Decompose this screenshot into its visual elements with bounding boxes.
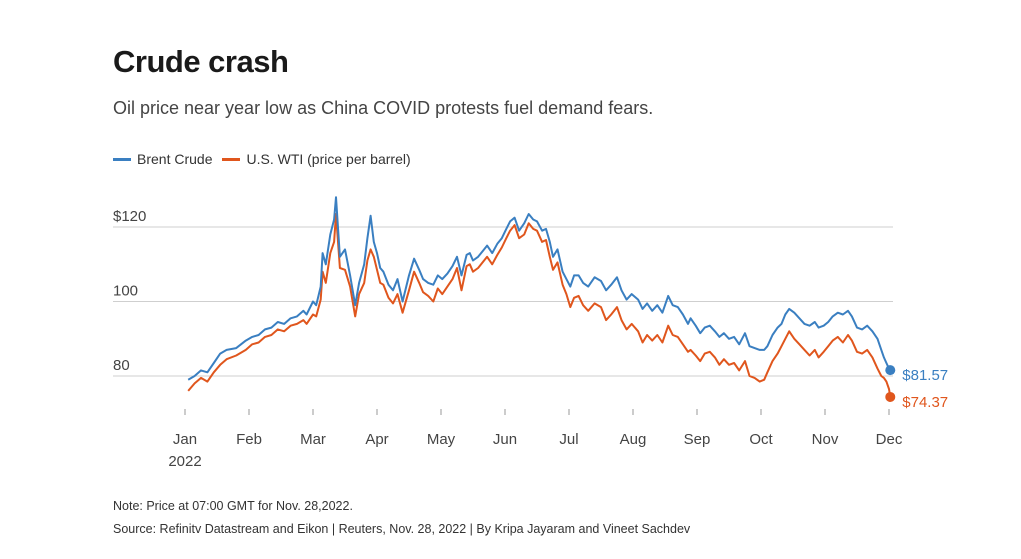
y-tick-labels: 80 100 $120 [113, 208, 146, 374]
end-point-brent [885, 365, 896, 376]
y-tick-label-120: $120 [113, 208, 146, 225]
x-tick-label-mar: Mar [300, 431, 326, 448]
legend-label-brent: Brent Crude [137, 151, 213, 167]
y-tick-label-100: 100 [113, 283, 138, 300]
end-markers: $81.57 $74.37 [885, 365, 948, 411]
x-tick-label-jan: Jan [173, 431, 197, 448]
x-tick-label-feb: Feb [236, 431, 262, 448]
legend-item-wti: U.S. WTI (price per barrel) [222, 151, 411, 167]
line-chart: 80 100 $120 Jan Feb Mar Apr May Jun Jul Aug Sep Oct… [113, 196, 948, 470]
x-tick-label-may: May [427, 431, 456, 448]
x-tick-labels: Jan Feb Mar Apr May Jun Jul Aug Sep Oct Nov Dec 2022 [168, 409, 903, 470]
chart-title: Crude crash [113, 44, 289, 79]
end-label-wti: $74.37 [902, 394, 948, 411]
legend-swatch-wti [222, 157, 241, 161]
legend-label-wti: U.S. WTI (price per barrel) [246, 151, 411, 167]
x-tick-label-apr: Apr [365, 431, 388, 448]
series-line-wti [187, 213, 892, 398]
legend: Brent Crude U.S. WTI (price per barrel) [113, 151, 411, 167]
x-tick-label-jul: Jul [559, 431, 578, 448]
chart-subtitle: Oil price near year low as China COVID p… [113, 98, 654, 118]
footnote: Note: Price at 07:00 GMT for Nov. 28,202… [113, 499, 353, 513]
series-layer [187, 196, 892, 398]
x-year-label: 2022 [168, 453, 201, 470]
legend-swatch-brent [113, 157, 131, 161]
x-tick-label-jun: Jun [493, 431, 517, 448]
x-tick-label-oct: Oct [749, 431, 773, 448]
x-tick-label-aug: Aug [620, 431, 647, 448]
x-tick-label-sep: Sep [684, 431, 711, 448]
source-line: Source: Refinitv Datastream and Eikon | … [113, 522, 691, 536]
x-tick-label-dec: Dec [876, 431, 903, 448]
grid-layer [113, 226, 893, 377]
legend-item-brent: Brent Crude [113, 151, 212, 167]
series-line-brent [187, 196, 892, 381]
end-point-wti [885, 391, 896, 402]
y-tick-label-80: 80 [113, 357, 130, 374]
x-tick-label-nov: Nov [812, 431, 839, 448]
end-label-brent: $81.57 [902, 367, 948, 384]
